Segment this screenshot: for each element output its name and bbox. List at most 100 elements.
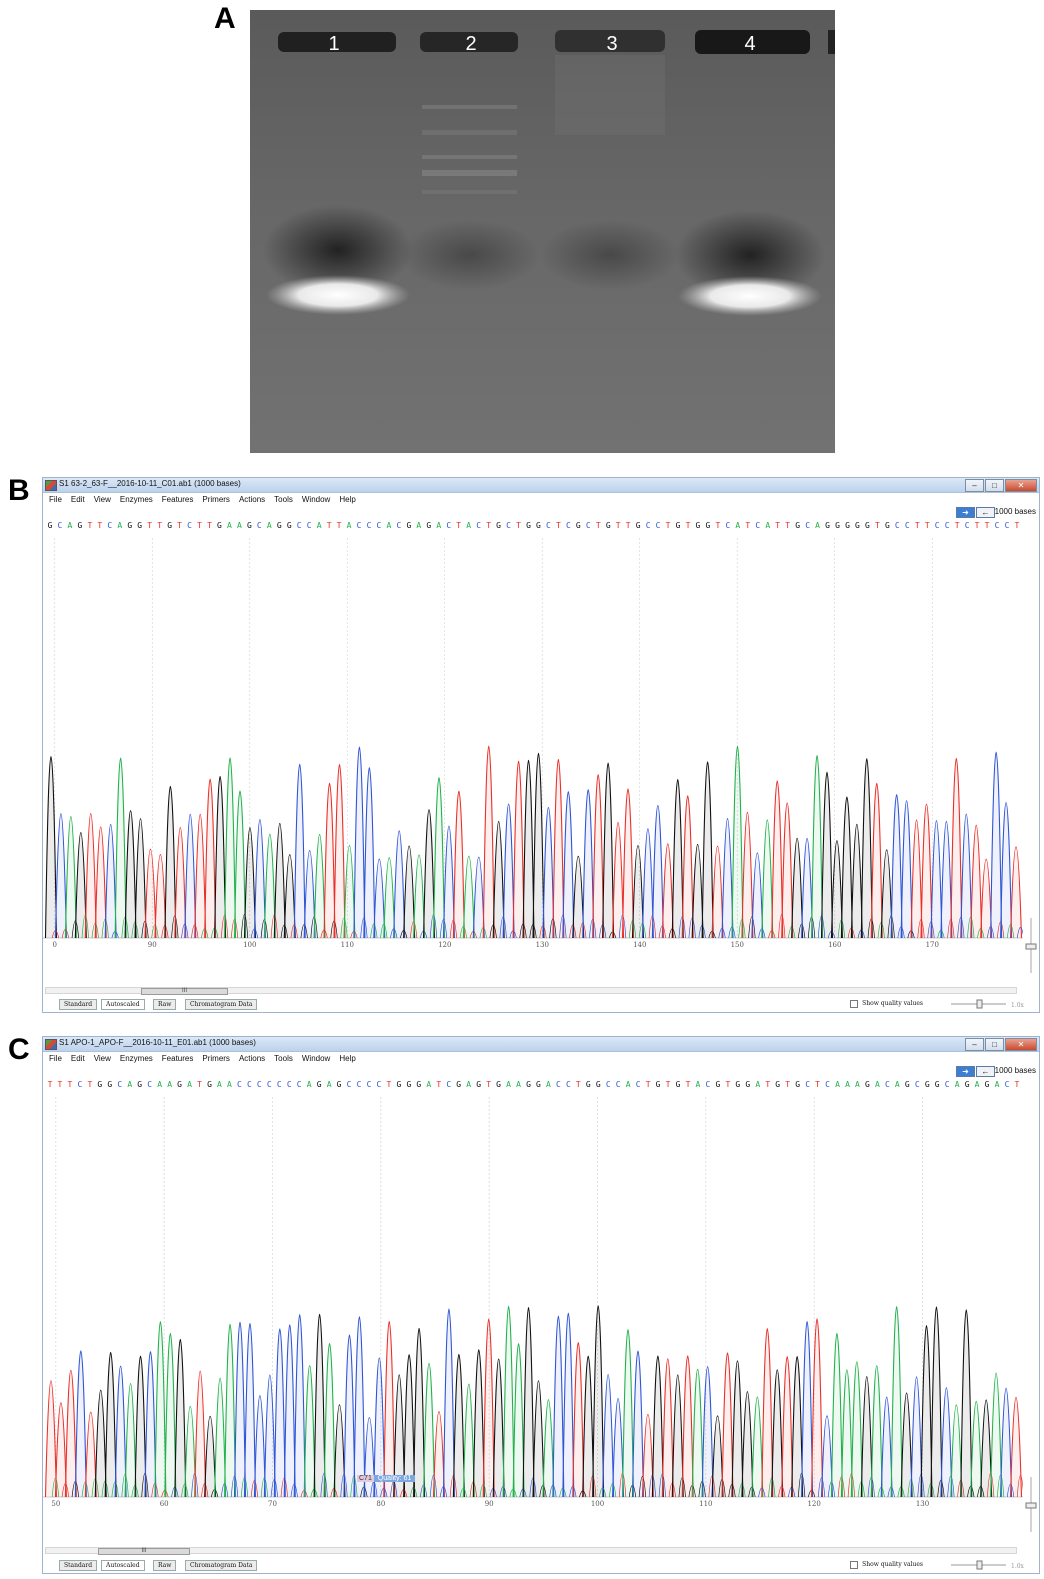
base-call[interactable]: T [924, 521, 930, 530]
base-call[interactable]: C [506, 521, 511, 530]
base-call[interactable]: C [446, 521, 452, 530]
menu-file[interactable]: File [49, 495, 62, 504]
base-call[interactable]: C [296, 1080, 302, 1089]
base-call[interactable]: T [87, 1080, 93, 1089]
base-call[interactable]: C [546, 521, 551, 530]
base-call[interactable]: C [1004, 1080, 1010, 1089]
base-call[interactable]: G [107, 1080, 113, 1089]
base-call[interactable]: G [286, 521, 292, 530]
base-call[interactable]: G [47, 521, 53, 530]
base-call[interactable]: C [934, 521, 940, 530]
base-call[interactable]: C [236, 1080, 242, 1089]
tab-standard[interactable]: Standard [59, 999, 98, 1010]
base-call[interactable]: A [306, 1080, 312, 1089]
menu-primers[interactable]: Primers [202, 1054, 230, 1063]
base-call[interactable]: A [436, 521, 442, 530]
base-call[interactable]: A [416, 521, 422, 530]
base-call[interactable]: C [376, 1080, 382, 1089]
base-call[interactable]: T [516, 521, 521, 530]
menu-enzymes[interactable]: Enzymes [119, 495, 153, 504]
base-call[interactable]: G [695, 521, 701, 530]
base-call[interactable]: C [366, 521, 372, 530]
base-call[interactable]: G [884, 521, 890, 530]
base-call[interactable]: A [516, 1080, 521, 1089]
base-call[interactable]: C [286, 1080, 292, 1089]
base-call[interactable]: T [436, 1080, 442, 1089]
base-call[interactable]: C [246, 1080, 252, 1089]
base-call[interactable]: G [526, 1080, 531, 1089]
menu-enzymes[interactable]: Enzymes [119, 1054, 153, 1063]
base-call[interactable]: A [346, 521, 352, 530]
base-call[interactable]: G [207, 1080, 212, 1089]
base-call[interactable]: A [994, 1080, 1000, 1089]
horizontal-scrollbar[interactable]: III [45, 987, 1017, 995]
base-call[interactable]: C [565, 1080, 571, 1089]
base-call[interactable]: A [815, 521, 820, 530]
minimize-button[interactable]: – [965, 1038, 984, 1051]
show-quality-checkbox[interactable]: Show quality values [850, 999, 923, 1008]
scroll-thumb[interactable]: III [98, 1548, 190, 1555]
base-call[interactable]: C [585, 521, 591, 530]
vertical-zoom-slider[interactable] [1025, 918, 1037, 988]
vertical-zoom-slider[interactable] [1025, 1477, 1037, 1547]
base-call[interactable]: T [914, 521, 920, 530]
base-call[interactable]: T [615, 521, 621, 530]
base-call[interactable]: A [236, 521, 242, 530]
base-call[interactable]: A [695, 1080, 701, 1089]
base-call[interactable]: G [605, 521, 611, 530]
base-call[interactable]: G [585, 1080, 591, 1089]
base-call[interactable]: C [147, 1080, 153, 1089]
base-call[interactable]: A [835, 1080, 840, 1089]
base-call[interactable]: T [207, 521, 212, 530]
base-call[interactable]: C [256, 521, 262, 530]
base-call[interactable]: G [825, 521, 830, 530]
base-call[interactable]: T [575, 1080, 581, 1089]
base-call[interactable]: C [77, 1080, 83, 1089]
base-call[interactable]: C [366, 1080, 372, 1089]
menu-file[interactable]: File [49, 1054, 62, 1063]
base-call[interactable]: T [47, 1080, 53, 1089]
base-call[interactable]: A [735, 521, 741, 530]
base-call[interactable]: C [994, 521, 1000, 530]
base-call[interactable]: G [77, 521, 83, 530]
base-call[interactable]: T [87, 521, 93, 530]
base-call[interactable]: C [296, 521, 302, 530]
base-call[interactable]: G [705, 521, 711, 530]
close-button[interactable]: ✕ [1005, 1038, 1037, 1051]
tab-raw[interactable]: Raw [153, 999, 177, 1010]
tab-standard[interactable]: Standard [59, 1560, 98, 1571]
checkbox-box[interactable] [850, 1560, 859, 1569]
base-call[interactable]: C [755, 521, 761, 530]
tab-autoscaled[interactable]: Autoscaled [101, 1560, 145, 1571]
base-call[interactable]: G [595, 1080, 601, 1089]
zoom-slider[interactable]: 1.0x [951, 1560, 1031, 1570]
base-call[interactable]: A [625, 1080, 631, 1089]
scroll-thumb[interactable]: III [141, 988, 228, 995]
base-call[interactable]: T [745, 521, 751, 530]
forward-arrow-button[interactable]: ➜ [956, 507, 975, 518]
base-call[interactable]: A [546, 1080, 551, 1089]
base-call[interactable]: C [825, 1080, 830, 1089]
base-call[interactable]: C [346, 1080, 352, 1089]
base-call[interactable]: A [386, 521, 392, 530]
base-call[interactable]: G [167, 521, 173, 530]
base-call[interactable]: T [57, 1080, 63, 1089]
base-call[interactable]: T [954, 521, 960, 530]
menu-edit[interactable]: Edit [70, 1054, 85, 1063]
base-call[interactable]: G [246, 521, 252, 530]
base-call[interactable]: T [625, 521, 631, 530]
base-call[interactable]: C [615, 1080, 621, 1089]
base-call[interactable]: A [855, 1080, 860, 1089]
base-call[interactable]: C [605, 1080, 611, 1089]
chromatogram-trace[interactable]: 0 90 100 110 120 130 140 150 160 170 [43, 538, 1023, 948]
base-call[interactable]: G [964, 1080, 970, 1089]
base-call[interactable]: C [117, 1080, 123, 1089]
base-call[interactable]: G [795, 1080, 801, 1089]
base-call[interactable]: C [655, 521, 661, 530]
tab-raw[interactable]: Raw [153, 1560, 177, 1571]
base-call[interactable]: T [486, 1080, 492, 1089]
base-call[interactable]: C [635, 1080, 641, 1089]
base-call[interactable]: G [137, 521, 143, 530]
